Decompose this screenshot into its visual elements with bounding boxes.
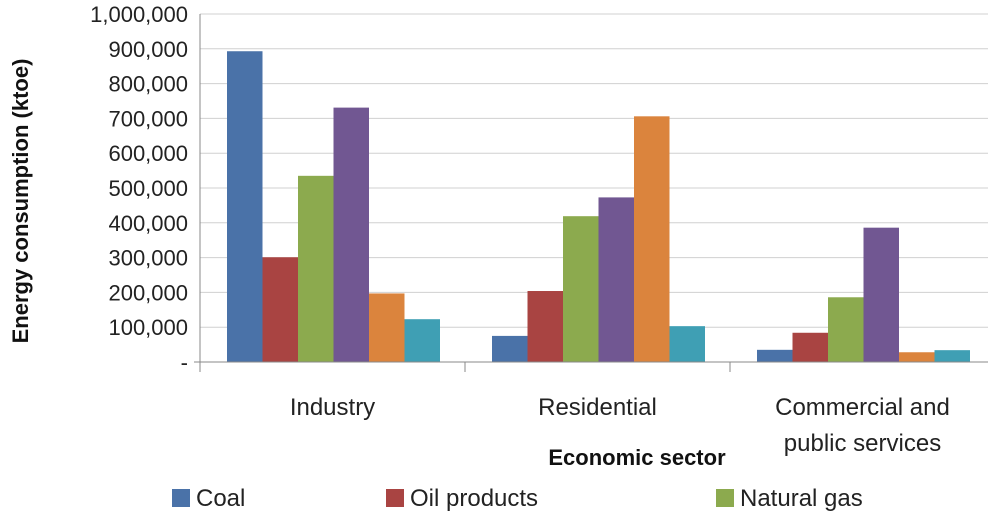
x-axis-title: Economic sector — [548, 445, 726, 470]
y-tick-label: 700,000 — [108, 106, 188, 131]
y-tick-label: - — [181, 350, 188, 375]
category-labels: Industry Residential Commercial and public … — [290, 394, 950, 457]
bar — [634, 116, 670, 362]
bar — [262, 257, 298, 362]
bar — [899, 352, 935, 362]
category-label: Industry — [290, 394, 375, 421]
axes — [194, 14, 988, 372]
bar — [934, 350, 970, 362]
bar — [298, 175, 334, 362]
bar — [527, 291, 563, 362]
y-tick-label: 100,000 — [108, 315, 188, 340]
legend-label: Coal — [196, 485, 245, 512]
bars — [227, 51, 970, 363]
y-tick-label: 500,000 — [108, 176, 188, 201]
bar — [563, 216, 599, 362]
legend-label: Natural gas — [740, 485, 863, 512]
y-tick-label: 600,000 — [108, 141, 188, 166]
legend-label: Oil products — [410, 485, 538, 512]
bar — [792, 332, 828, 362]
bar — [757, 349, 793, 362]
category-label: public services — [784, 430, 941, 457]
bar — [369, 293, 405, 362]
y-axis-title: Energy consumption (ktoe) — [8, 59, 33, 344]
bar — [404, 319, 440, 362]
category-label: Residential — [538, 394, 657, 421]
y-tick-label: 200,000 — [108, 280, 188, 305]
legend-swatch — [386, 489, 404, 507]
bar — [863, 227, 899, 362]
y-tick-label: 1,000,000 — [90, 2, 188, 27]
y-tick-label: 800,000 — [108, 72, 188, 97]
y-tick-labels: - 100,000 200,000 300,000 400,000 500,000 600,… — [90, 2, 188, 375]
bar — [828, 297, 864, 362]
bar — [598, 197, 634, 362]
bar — [492, 335, 528, 362]
bar — [333, 107, 369, 362]
category-label: Commercial and — [775, 394, 950, 421]
y-tick-label: 400,000 — [108, 211, 188, 236]
legend-swatch — [716, 489, 734, 507]
legend: Coal Oil products Natural gas — [172, 485, 863, 512]
legend-swatch — [172, 489, 190, 507]
y-tick-label: 300,000 — [108, 246, 188, 271]
bar — [669, 326, 705, 362]
y-tick-label: 900,000 — [108, 37, 188, 62]
bar — [227, 51, 263, 363]
